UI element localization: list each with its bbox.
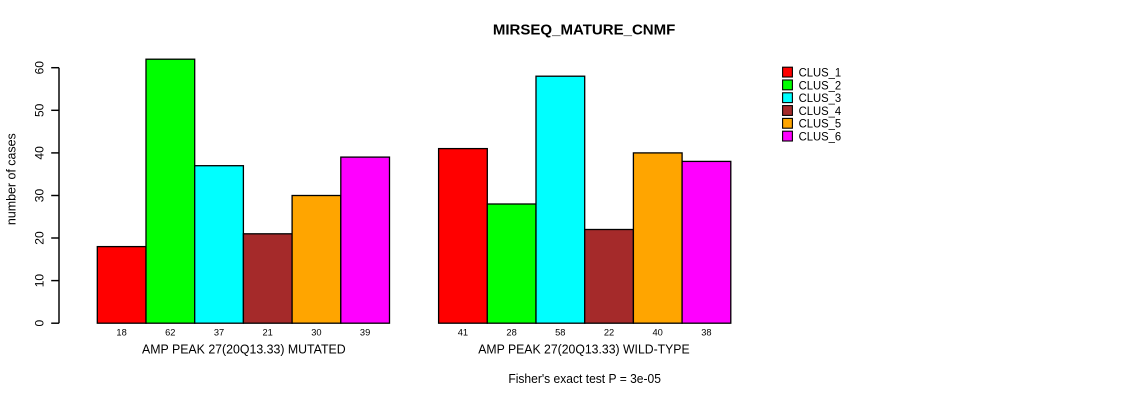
svg-text:CLUS_5: CLUS_5 — [799, 117, 842, 131]
svg-text:AMP PEAK 27(20Q13.33) MUTATED: AMP PEAK 27(20Q13.33) MUTATED — [142, 341, 346, 356]
svg-text:Fisher's exact test P = 3e-05: Fisher's exact test P = 3e-05 — [508, 371, 661, 386]
svg-text:62: 62 — [165, 328, 175, 338]
svg-text:39: 39 — [360, 328, 370, 338]
svg-text:18: 18 — [116, 328, 126, 338]
svg-text:CLUS_1: CLUS_1 — [799, 66, 842, 80]
svg-text:MIRSEQ_MATURE_CNMF: MIRSEQ_MATURE_CNMF — [493, 22, 676, 39]
svg-text:10: 10 — [33, 274, 47, 288]
svg-text:28: 28 — [506, 328, 516, 338]
svg-text:37: 37 — [214, 328, 224, 338]
svg-text:CLUS_6: CLUS_6 — [799, 130, 842, 144]
svg-text:CLUS_3: CLUS_3 — [799, 91, 842, 105]
svg-text:CLUS_4: CLUS_4 — [799, 104, 842, 118]
svg-text:22: 22 — [604, 328, 614, 338]
svg-text:41: 41 — [458, 328, 468, 338]
svg-text:50: 50 — [33, 103, 47, 117]
svg-text:38: 38 — [701, 328, 711, 338]
svg-text:CLUS_2: CLUS_2 — [799, 78, 842, 92]
svg-text:40: 40 — [653, 328, 663, 338]
svg-text:40: 40 — [33, 146, 47, 160]
svg-text:AMP PEAK 27(20Q13.33) WILD-TYP: AMP PEAK 27(20Q13.33) WILD-TYPE — [478, 341, 690, 356]
svg-text:0: 0 — [33, 320, 47, 327]
svg-text:21: 21 — [263, 328, 273, 338]
svg-text:number of cases: number of cases — [4, 133, 19, 225]
svg-text:20: 20 — [33, 231, 47, 245]
svg-text:30: 30 — [33, 189, 47, 203]
svg-text:60: 60 — [33, 61, 47, 75]
svg-text:30: 30 — [311, 328, 321, 338]
svg-text:58: 58 — [555, 328, 565, 338]
